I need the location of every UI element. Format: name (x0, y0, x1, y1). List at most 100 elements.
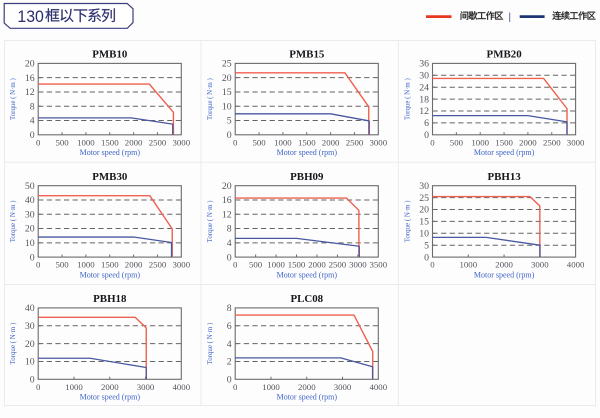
svg-text:1000: 1000 (267, 260, 285, 270)
svg-text:18: 18 (419, 94, 429, 105)
svg-text:3000: 3000 (334, 382, 352, 392)
svg-text:40: 40 (25, 303, 35, 314)
svg-text:1000: 1000 (65, 382, 83, 392)
svg-text:30: 30 (419, 181, 429, 192)
svg-text:Torque ( N·m ): Torque ( N·m ) (405, 78, 412, 120)
svg-text:2500: 2500 (346, 137, 364, 147)
svg-text:Motor speed (rpm): Motor speed (rpm) (277, 148, 338, 157)
svg-text:1000: 1000 (460, 260, 478, 270)
svg-text:1500: 1500 (495, 137, 513, 147)
svg-text:0: 0 (430, 260, 435, 270)
svg-text:4000: 4000 (567, 260, 585, 270)
svg-text:Motor speed (rpm): Motor speed (rpm) (80, 270, 141, 279)
svg-text:PBH13: PBH13 (487, 171, 521, 183)
svg-text:2000: 2000 (495, 260, 513, 270)
svg-text:500: 500 (55, 260, 69, 270)
svg-text:0: 0 (30, 130, 35, 141)
svg-text:500: 500 (249, 260, 263, 270)
svg-text:PMB30: PMB30 (92, 171, 128, 183)
svg-text:1500: 1500 (101, 137, 119, 147)
svg-text:4: 4 (30, 116, 35, 127)
svg-text:20: 20 (25, 339, 35, 350)
svg-text:2000: 2000 (322, 137, 340, 147)
svg-text:0: 0 (233, 137, 238, 147)
svg-text:3000: 3000 (173, 137, 191, 147)
svg-text:0: 0 (233, 260, 238, 270)
svg-text:25: 25 (419, 193, 429, 204)
svg-text:1500: 1500 (298, 137, 316, 147)
svg-text:6: 6 (424, 118, 429, 129)
svg-text:500: 500 (450, 137, 464, 147)
svg-text:1000: 1000 (77, 260, 95, 270)
svg-text:Motor speed (rpm): Motor speed (rpm) (277, 393, 338, 402)
svg-text:3000: 3000 (349, 260, 367, 270)
svg-text:500: 500 (252, 137, 266, 147)
svg-text:0: 0 (36, 260, 41, 270)
svg-text:8: 8 (227, 303, 232, 314)
svg-text:2000: 2000 (519, 137, 537, 147)
svg-text:12: 12 (222, 210, 232, 221)
svg-text:Motor speed (rpm): Motor speed (rpm) (474, 270, 535, 279)
svg-text:PLC08: PLC08 (290, 293, 323, 305)
svg-text:Motor speed (rpm): Motor speed (rpm) (277, 270, 338, 279)
svg-text:4000: 4000 (370, 382, 388, 392)
svg-text:0: 0 (30, 375, 35, 386)
svg-text:PMB20: PMB20 (487, 49, 523, 61)
svg-text:1500: 1500 (288, 260, 306, 270)
svg-text:4000: 4000 (173, 382, 191, 392)
svg-text:50: 50 (25, 181, 35, 192)
svg-text:Torque ( N·m ): Torque ( N·m ) (10, 323, 17, 365)
svg-text:30: 30 (419, 71, 429, 82)
svg-text:0: 0 (227, 375, 232, 386)
svg-text:Torque ( N·m ): Torque ( N·m ) (10, 200, 17, 242)
svg-text:20: 20 (25, 224, 35, 235)
svg-text:PMB15: PMB15 (289, 49, 325, 61)
svg-text:5: 5 (424, 240, 429, 251)
svg-text:15: 15 (419, 217, 429, 228)
svg-text:5: 5 (227, 116, 232, 127)
svg-text:Motor speed (rpm): Motor speed (rpm) (80, 393, 141, 402)
svg-text:12: 12 (419, 106, 429, 117)
svg-text:2500: 2500 (543, 137, 561, 147)
svg-text:2000: 2000 (308, 260, 326, 270)
svg-text:PBH18: PBH18 (93, 293, 127, 305)
svg-text:2000: 2000 (125, 137, 143, 147)
svg-text:24: 24 (419, 82, 429, 93)
svg-text:Motor speed (rpm): Motor speed (rpm) (80, 148, 141, 157)
svg-text:2000: 2000 (101, 382, 119, 392)
svg-text:2000: 2000 (298, 382, 316, 392)
svg-text:30: 30 (25, 210, 35, 221)
svg-text:3000: 3000 (173, 260, 191, 270)
svg-text:2000: 2000 (125, 260, 143, 270)
svg-text:3000: 3000 (567, 137, 585, 147)
svg-text:1000: 1000 (274, 137, 292, 147)
svg-text:3000: 3000 (531, 260, 549, 270)
svg-text:30: 30 (25, 321, 35, 332)
svg-text:PMB10: PMB10 (92, 49, 128, 61)
svg-text:10: 10 (222, 101, 232, 112)
svg-text:8: 8 (227, 224, 232, 235)
svg-text:1000: 1000 (262, 382, 280, 392)
svg-text:25: 25 (222, 59, 232, 70)
svg-text:2500: 2500 (329, 260, 347, 270)
svg-text:12: 12 (25, 87, 35, 98)
svg-text:15: 15 (222, 87, 232, 98)
svg-text:36: 36 (419, 59, 429, 70)
svg-text:0: 0 (424, 130, 429, 141)
svg-text:Torque ( N·m ): Torque ( N·m ) (207, 200, 214, 242)
svg-text:3500: 3500 (370, 260, 388, 270)
svg-text:1000: 1000 (77, 137, 95, 147)
svg-text:20: 20 (419, 205, 429, 216)
svg-text:2500: 2500 (149, 137, 167, 147)
svg-text:0: 0 (227, 252, 232, 263)
svg-text:1500: 1500 (101, 260, 119, 270)
svg-text:0: 0 (424, 252, 429, 263)
svg-text:16: 16 (25, 73, 35, 84)
svg-text:3000: 3000 (137, 382, 155, 392)
svg-text:Motor speed (rpm): Motor speed (rpm) (474, 148, 535, 157)
svg-text:10: 10 (25, 357, 35, 368)
svg-text:4: 4 (227, 238, 232, 249)
svg-text:0: 0 (430, 137, 435, 147)
svg-text:20: 20 (222, 73, 232, 84)
svg-text:6: 6 (227, 321, 232, 332)
